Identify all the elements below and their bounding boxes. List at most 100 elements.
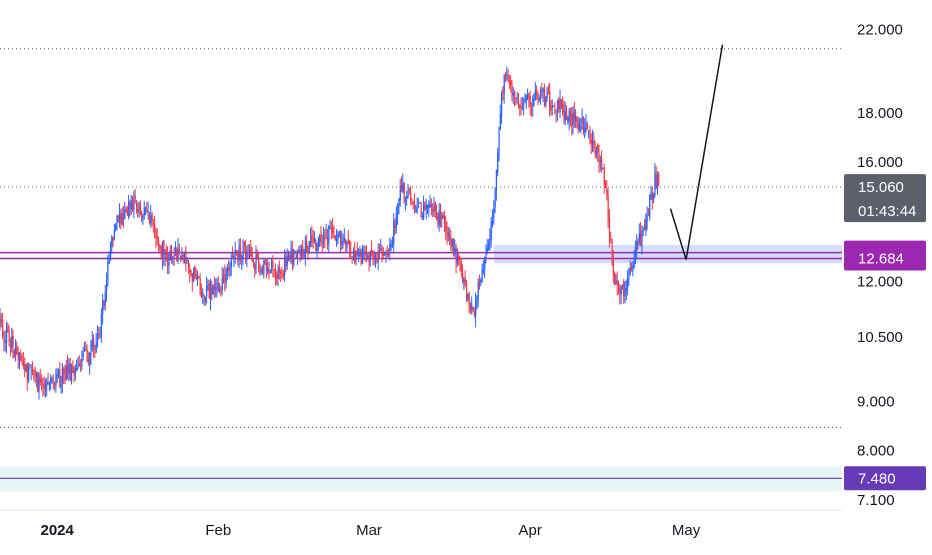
candle-body [388, 253, 390, 255]
candle-body [571, 113, 573, 126]
candle-body [559, 99, 561, 112]
candle-body [350, 251, 352, 255]
candle-body [222, 274, 225, 276]
candle-body [107, 262, 109, 282]
candle-body [593, 139, 595, 149]
price-badge-countdown: 01:43:44 [858, 203, 916, 220]
candle-body [421, 215, 423, 218]
candle-body [553, 105, 555, 107]
candle-body [85, 349, 87, 351]
candle-body [7, 326, 9, 332]
candle-body [135, 200, 138, 207]
candle-body [233, 255, 235, 260]
candle-body [432, 208, 434, 213]
candle-body [395, 213, 398, 229]
candle-body [563, 110, 565, 120]
candle-body [145, 207, 147, 209]
candle-body [433, 204, 435, 212]
candle-body [428, 204, 430, 209]
candle-body [150, 215, 152, 224]
candle-body [252, 259, 255, 263]
candle-body [602, 167, 604, 169]
candle-body [321, 242, 323, 244]
candle-body [520, 107, 522, 109]
candle-body [397, 203, 399, 215]
candle-body [59, 369, 61, 388]
candle-body [467, 293, 469, 300]
candle-body [316, 244, 318, 251]
candle-body [235, 250, 238, 252]
candle-body [415, 210, 417, 212]
candle-body [24, 363, 26, 371]
candle-body [642, 230, 644, 232]
x-axis[interactable]: 2024 Feb Mar Apr May [40, 522, 700, 539]
candle-body [337, 235, 339, 241]
candle-body [385, 252, 387, 255]
candle-body [476, 298, 478, 303]
candle-body [95, 342, 97, 353]
candle-body [647, 212, 650, 215]
candle-body [542, 88, 544, 93]
candle-body [165, 251, 168, 256]
candle-body [109, 250, 112, 260]
candle-body [284, 257, 286, 276]
candle-body [315, 239, 317, 251]
candle-body [163, 239, 165, 256]
candle-body [137, 209, 139, 213]
candle-body [317, 239, 320, 247]
candle-body [171, 248, 173, 259]
candle-body [226, 268, 229, 271]
candle-body [212, 286, 214, 295]
candle-body [529, 95, 531, 105]
candle-body [320, 232, 322, 242]
candle-body [194, 266, 196, 277]
candle-body [394, 222, 396, 229]
candle-body [87, 358, 90, 362]
candle-body [294, 252, 296, 254]
candle-body [349, 241, 351, 251]
candle-body [446, 230, 448, 238]
candle-body [243, 242, 245, 247]
candle-body [31, 367, 34, 371]
candle-body [230, 258, 232, 267]
x-tick-label: Feb [205, 522, 231, 539]
candle-body [237, 252, 239, 262]
candle-body [515, 97, 517, 100]
candle-body [111, 235, 113, 249]
candle-body [274, 272, 277, 277]
candle-body [616, 279, 618, 285]
candle-body [122, 216, 125, 219]
candle-body [621, 284, 624, 287]
candle-body [532, 98, 534, 107]
candle-body [44, 386, 47, 390]
candle-body [12, 335, 14, 350]
candle-body [4, 340, 6, 344]
candle-body [306, 241, 308, 253]
candle-body [13, 350, 15, 358]
candle-body [2, 319, 4, 337]
candle-body [245, 249, 247, 261]
candle-body [11, 335, 13, 348]
candle-body [384, 252, 386, 254]
candle-body [637, 241, 639, 244]
candle-body [15, 346, 17, 355]
candle-body [65, 366, 67, 380]
candle-body [607, 196, 609, 222]
candle-body [156, 235, 158, 239]
candle-body [43, 384, 45, 388]
candle-body [61, 368, 64, 384]
candle-body [328, 226, 330, 245]
candle-body [229, 264, 231, 269]
candle-body [90, 344, 92, 356]
candle-body [116, 215, 118, 225]
y-axis[interactable]: 22.000 18.000 16.000 12.000 10.500 9.000 8.000… [857, 21, 903, 509]
candle-body [52, 380, 54, 382]
candle-body [102, 300, 104, 314]
candle-body [291, 248, 294, 264]
candle-body [151, 212, 153, 221]
price-badge-value: 7.480 [858, 470, 896, 487]
candle-body [654, 172, 656, 196]
candle-body [576, 116, 578, 124]
